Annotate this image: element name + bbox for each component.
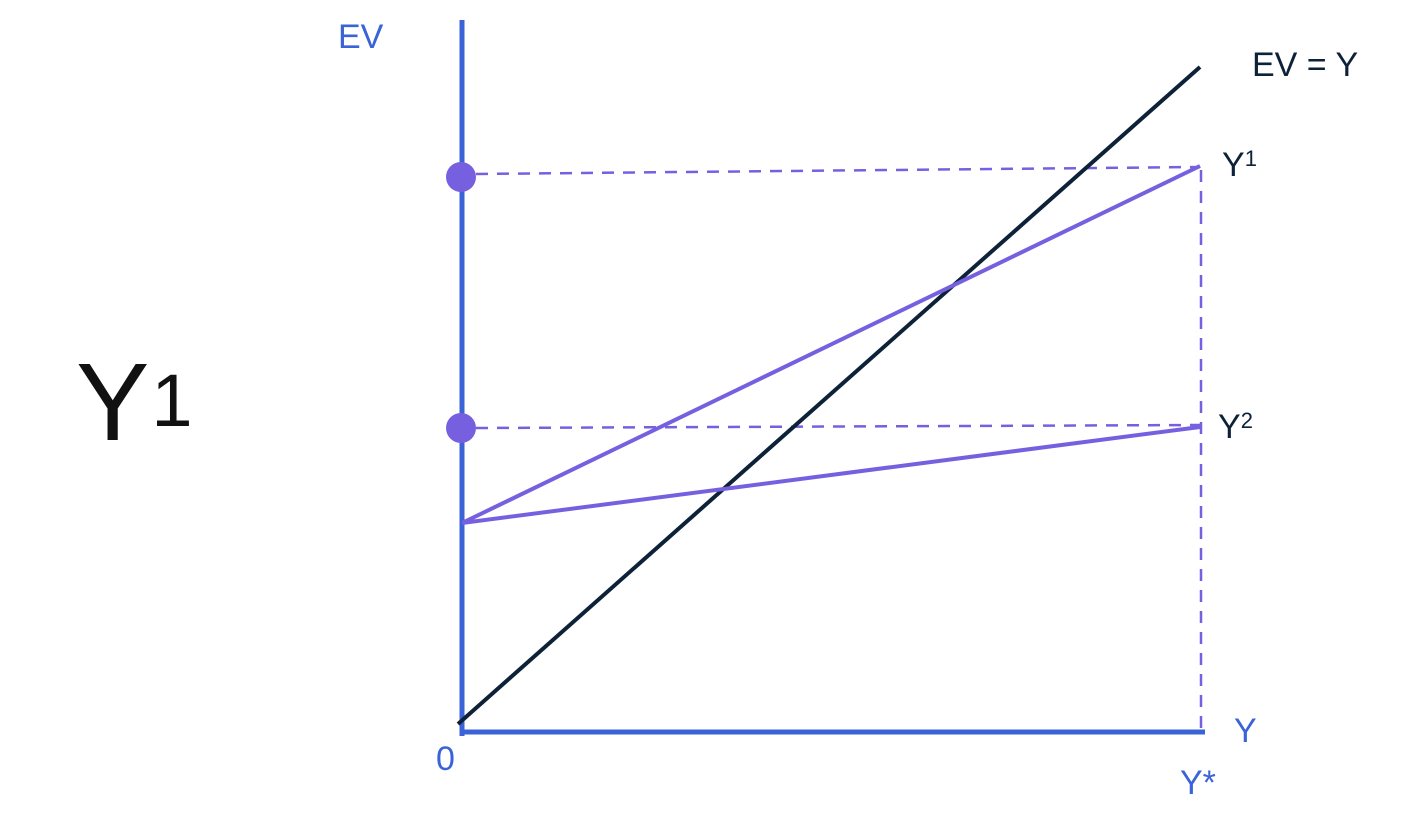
y-axis-label: Y: [1234, 712, 1257, 750]
line-y1: [461, 164, 1201, 525]
y1-label: Y1: [1222, 146, 1257, 184]
origin-label: 0: [436, 740, 455, 778]
y2-label: Y2: [1218, 408, 1253, 446]
diag-label: EV = Y: [1252, 46, 1359, 84]
ystar-label: Y*: [1180, 764, 1216, 802]
guide-y2: [475, 423, 1201, 430]
marker-ev-y2: [446, 413, 476, 443]
marker-ev-y1: [446, 162, 476, 192]
guide-y1: [475, 165, 1201, 176]
line-ev-equals-y: [456, 65, 1202, 726]
slide-title: Y1: [76, 341, 193, 464]
line-y2: [461, 425, 1201, 525]
ev-axis-label: EV: [338, 18, 384, 56]
